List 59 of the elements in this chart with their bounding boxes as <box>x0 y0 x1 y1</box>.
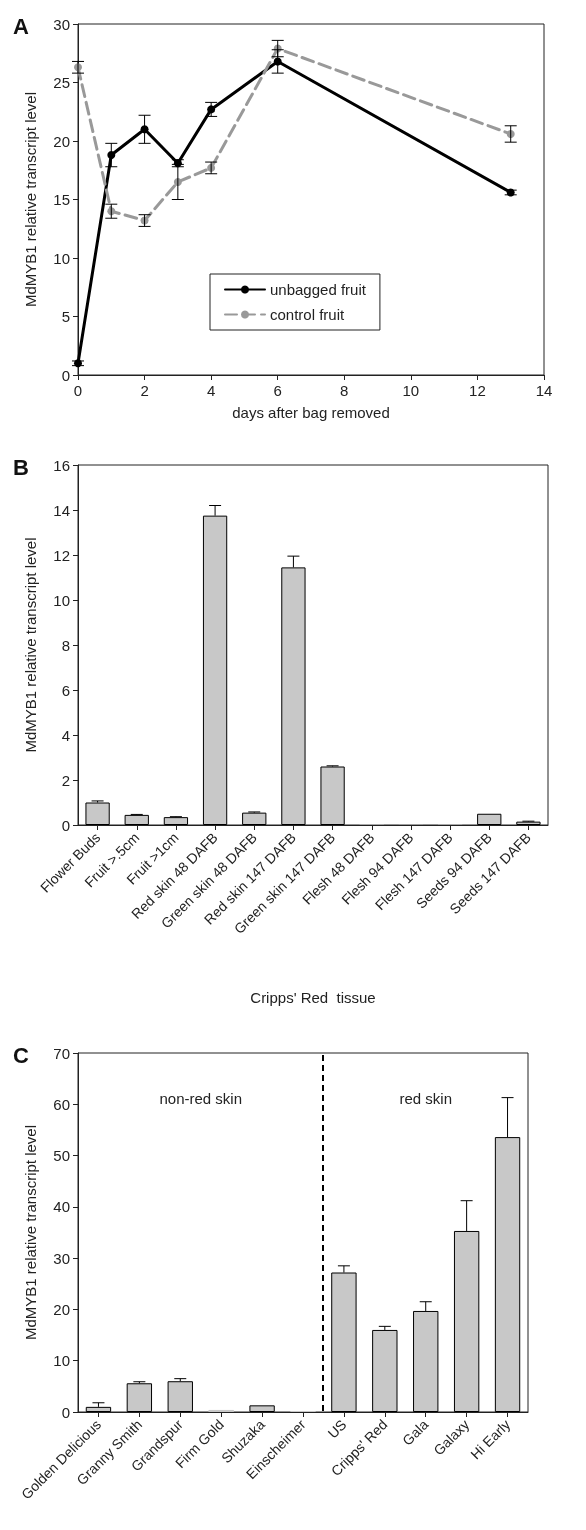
legend-label: control fruit <box>270 306 346 323</box>
y-tick-label: 20 <box>53 1300 70 1318</box>
y-tick-label: 16 <box>53 456 70 474</box>
chart-title: A <box>13 13 29 39</box>
bar <box>163 817 189 825</box>
annotation: red skin <box>399 1089 452 1107</box>
bar <box>242 812 267 825</box>
y-tick-label: 6 <box>61 681 70 699</box>
x-tick-label: 4 <box>206 382 216 399</box>
y-tick-label: 14 <box>53 501 70 519</box>
y-tick-label: 0 <box>61 366 70 384</box>
chart-title: C <box>13 1042 29 1068</box>
x-tick-label: Gala <box>399 1416 432 1449</box>
x-tick-label: 0 <box>73 382 83 399</box>
y-axis-title: MdMYB1 relative transcript level <box>22 91 39 308</box>
y-tick-label: 40 <box>53 1198 70 1216</box>
bar <box>320 766 345 825</box>
annotation: non-red skin <box>159 1089 242 1107</box>
bar <box>85 1406 112 1412</box>
y-tick-label: 10 <box>53 591 70 609</box>
x-tick-label: 10 <box>402 382 420 399</box>
bar <box>249 1405 275 1412</box>
y-tick-label: 30 <box>53 15 70 33</box>
legend-label: unbagged fruit <box>270 281 367 298</box>
x-tick-label: US <box>324 1416 350 1442</box>
chart-title: B <box>13 454 29 480</box>
y-tick-label: 25 <box>53 74 70 91</box>
x-tick-label: 12 <box>469 382 486 399</box>
y-tick-label: 10 <box>53 1352 70 1370</box>
x-tick-label: 6 <box>273 382 282 399</box>
x-tick-label: 14 <box>535 382 553 399</box>
bar <box>85 802 110 825</box>
x-axis-title: days after bag removed <box>232 404 390 421</box>
y-tick-label: 0 <box>61 816 70 834</box>
y-tick-label: 0 <box>61 1403 70 1421</box>
x-tick-label: 2 <box>140 382 149 399</box>
y-tick-label: 2 <box>61 771 70 789</box>
y-tick-label: 50 <box>53 1147 70 1165</box>
y-tick-label: 15 <box>53 191 70 208</box>
bar <box>167 1381 193 1412</box>
bar <box>208 1409 234 1412</box>
y-tick-label: 12 <box>53 546 70 564</box>
y-tick-label: 4 <box>61 726 70 744</box>
y-axis-title: MdMYB1 relative transcript level <box>22 537 39 753</box>
bar <box>477 813 502 825</box>
y-tick-label: 10 <box>53 249 70 267</box>
x-axis-title: Cripps' Red tissue <box>250 989 376 1006</box>
bar <box>516 821 541 825</box>
y-tick-label: 20 <box>53 132 70 150</box>
y-tick-label: 5 <box>61 308 70 325</box>
y-axis-title: MdMYB1 relative transcript level <box>22 1124 39 1341</box>
bar <box>126 1383 153 1412</box>
x-tick-label: 8 <box>340 382 349 399</box>
bar <box>124 814 149 825</box>
y-tick-label: 8 <box>61 636 70 654</box>
y-tick-label: 70 <box>53 1044 70 1062</box>
bar <box>372 1329 398 1412</box>
y-tick-label: 60 <box>53 1095 70 1113</box>
y-tick-label: 30 <box>53 1249 70 1267</box>
